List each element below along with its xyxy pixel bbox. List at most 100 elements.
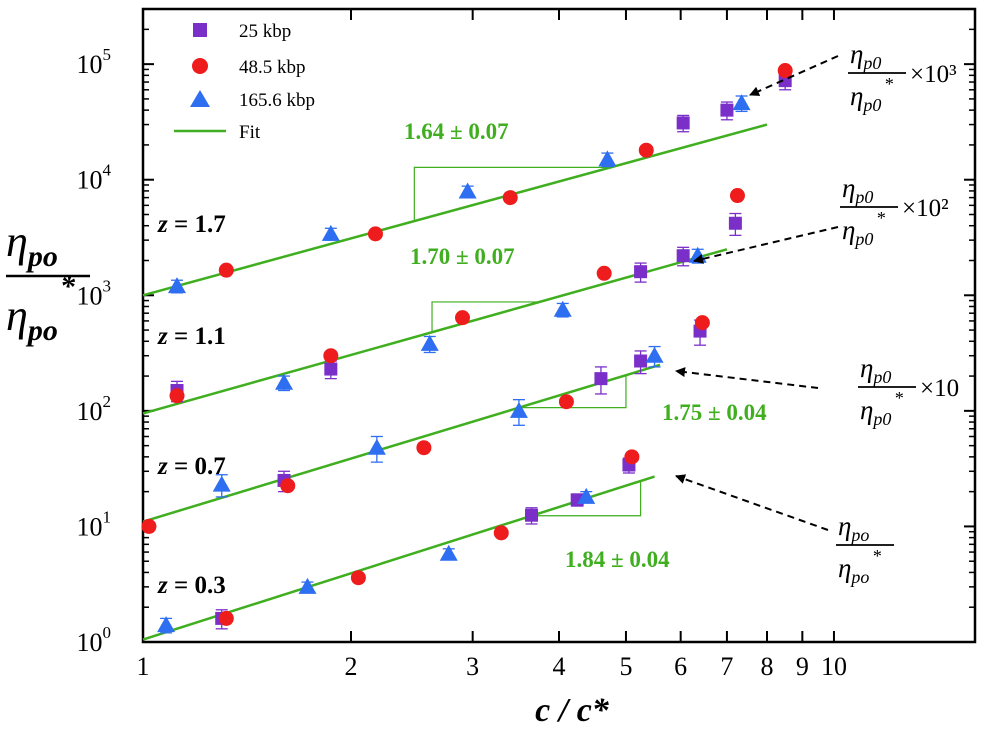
x-tick-label: 2 (345, 652, 358, 681)
point-165-6kbp (298, 577, 317, 594)
x-tick-label: 10 (821, 652, 847, 681)
annotation-denominator: ηp0 (860, 395, 891, 429)
legend-label: Fit (239, 122, 261, 143)
annotation-arrow (693, 226, 839, 264)
point-25kbp (728, 216, 742, 230)
point-25kbp (525, 508, 539, 522)
z-label: z = 0.7 (157, 453, 226, 480)
annotation-star: * (872, 546, 881, 566)
x-tick-label: 8 (761, 652, 774, 681)
x-tick-label: 4 (553, 652, 566, 681)
slope-label: 1.70 ± 0.07 (410, 244, 515, 269)
y-tick-label: 105 (77, 45, 112, 79)
y-label-sub-bottom: po (25, 314, 58, 347)
point-48-5kbp (493, 525, 509, 541)
y-tick-label: 103 (77, 276, 112, 310)
point-48-5kbp (558, 394, 574, 410)
svg-text:ηpo: ηpo (6, 217, 58, 273)
annotation-star: * (876, 208, 885, 228)
point-165-6kbp (157, 616, 176, 633)
z-label: z = 1.7 (157, 211, 226, 238)
point-165-6kbp (645, 346, 664, 363)
annotation-star: * (884, 74, 893, 94)
point-48-5kbp (280, 478, 296, 494)
legend-label: 25 kbp (239, 21, 291, 42)
point-165-6kbp (168, 277, 187, 294)
annotation-denominator: ηpo (838, 553, 869, 587)
y-tick-label: 101 (77, 507, 112, 541)
point-48-5kbp (218, 610, 234, 626)
point-48-5kbp (367, 226, 383, 242)
point-48-5kbp (624, 449, 640, 465)
point-25kbp (676, 116, 690, 130)
point-48-5kbp (502, 190, 518, 206)
y-label-eta-bottom: η (6, 291, 28, 340)
point-48-5kbp (350, 570, 366, 586)
z-label: z = 1.1 (157, 323, 226, 350)
x-axis-label: c / c* (535, 692, 610, 729)
annotation-denominator: ηp0 (850, 81, 881, 115)
annotation-numerator: ηpo (838, 511, 869, 545)
x-tick-label: 5 (619, 652, 632, 681)
legend: 25 kbp 48.5 kbp 165.6 kbp Fit (174, 21, 315, 143)
point-48-5kbp (454, 310, 470, 326)
annotation-arrow (675, 367, 819, 389)
x-tick-label: 1 (137, 652, 150, 681)
z-label: z = 0.3 (157, 572, 226, 599)
x-axis-ticks: 1 2 3 4 5 6 7 8 9 10 (137, 9, 847, 681)
point-165-6kbp (367, 438, 386, 455)
point-48-5kbp (694, 315, 710, 331)
point-48-5kbp (323, 348, 339, 364)
point-48-5kbp (218, 262, 234, 278)
annotation-multiplier: ×10 (920, 375, 959, 402)
x-tick-label: 6 (674, 652, 687, 681)
fit-line (142, 363, 661, 523)
slope-label: 1.64 ± 0.07 (404, 119, 509, 144)
y-axis-label: ηpo * ηpo (6, 217, 90, 347)
point-165-6kbp (577, 487, 596, 504)
fit-line (142, 123, 768, 297)
x-tick-label: 3 (466, 652, 479, 681)
point-48-5kbp (169, 388, 185, 404)
annotation-arrow (675, 474, 829, 531)
point-25kbp (676, 249, 690, 263)
svg-text:ηpo: ηpo (6, 291, 58, 347)
point-25kbp (324, 362, 338, 376)
point-48-5kbp (596, 265, 612, 281)
y-label-star: * (60, 270, 76, 303)
slope-triangle (413, 166, 611, 222)
point-25kbp (594, 372, 608, 386)
point-165-6kbp (732, 94, 751, 111)
point-25kbp (634, 354, 648, 368)
legend-label: 165.6 kbp (239, 90, 315, 111)
slope-triangles (413, 166, 642, 517)
slope-triangle (518, 375, 627, 409)
point-165-6kbp (420, 334, 439, 351)
y-tick-label: 100 (77, 623, 112, 657)
y-tick-label: 104 (77, 161, 112, 195)
y-label-eta-top: η (6, 217, 28, 266)
legend-label: 48.5 kbp (239, 57, 306, 78)
annotation-denominator: ηp0 (842, 215, 873, 249)
legend-triangle-marker (190, 90, 210, 107)
point-48-5kbp (777, 63, 793, 79)
point-25kbp (634, 265, 648, 279)
legend-square-marker (193, 23, 207, 37)
point-48-5kbp (638, 142, 654, 158)
x-tick-label: 7 (720, 652, 733, 681)
annotation-star: * (894, 388, 903, 408)
legend-circle-marker (192, 58, 208, 74)
point-165-6kbp (458, 182, 477, 199)
slope-triangle (431, 301, 540, 333)
point-165-6kbp (598, 150, 617, 167)
fit-lines (142, 123, 768, 641)
annotation-arrow (749, 55, 839, 96)
annotation-numerator: ηp0 (860, 353, 891, 387)
point-165-6kbp (212, 475, 231, 492)
group-labels: 1.84 ± 0.04 z = 0.3 1.75 ± 0.04 z = 0.7 1.70… (157, 119, 767, 599)
point-25kbp (720, 103, 734, 117)
fit-line (142, 248, 728, 415)
slope-triangle (531, 481, 642, 517)
